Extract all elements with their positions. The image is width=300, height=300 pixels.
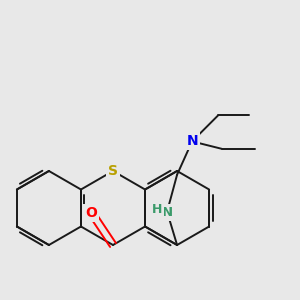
Text: S: S [108,164,118,178]
Text: N: N [161,206,172,219]
Text: O: O [85,206,97,220]
Text: H: H [152,203,162,216]
Text: N: N [186,134,198,148]
